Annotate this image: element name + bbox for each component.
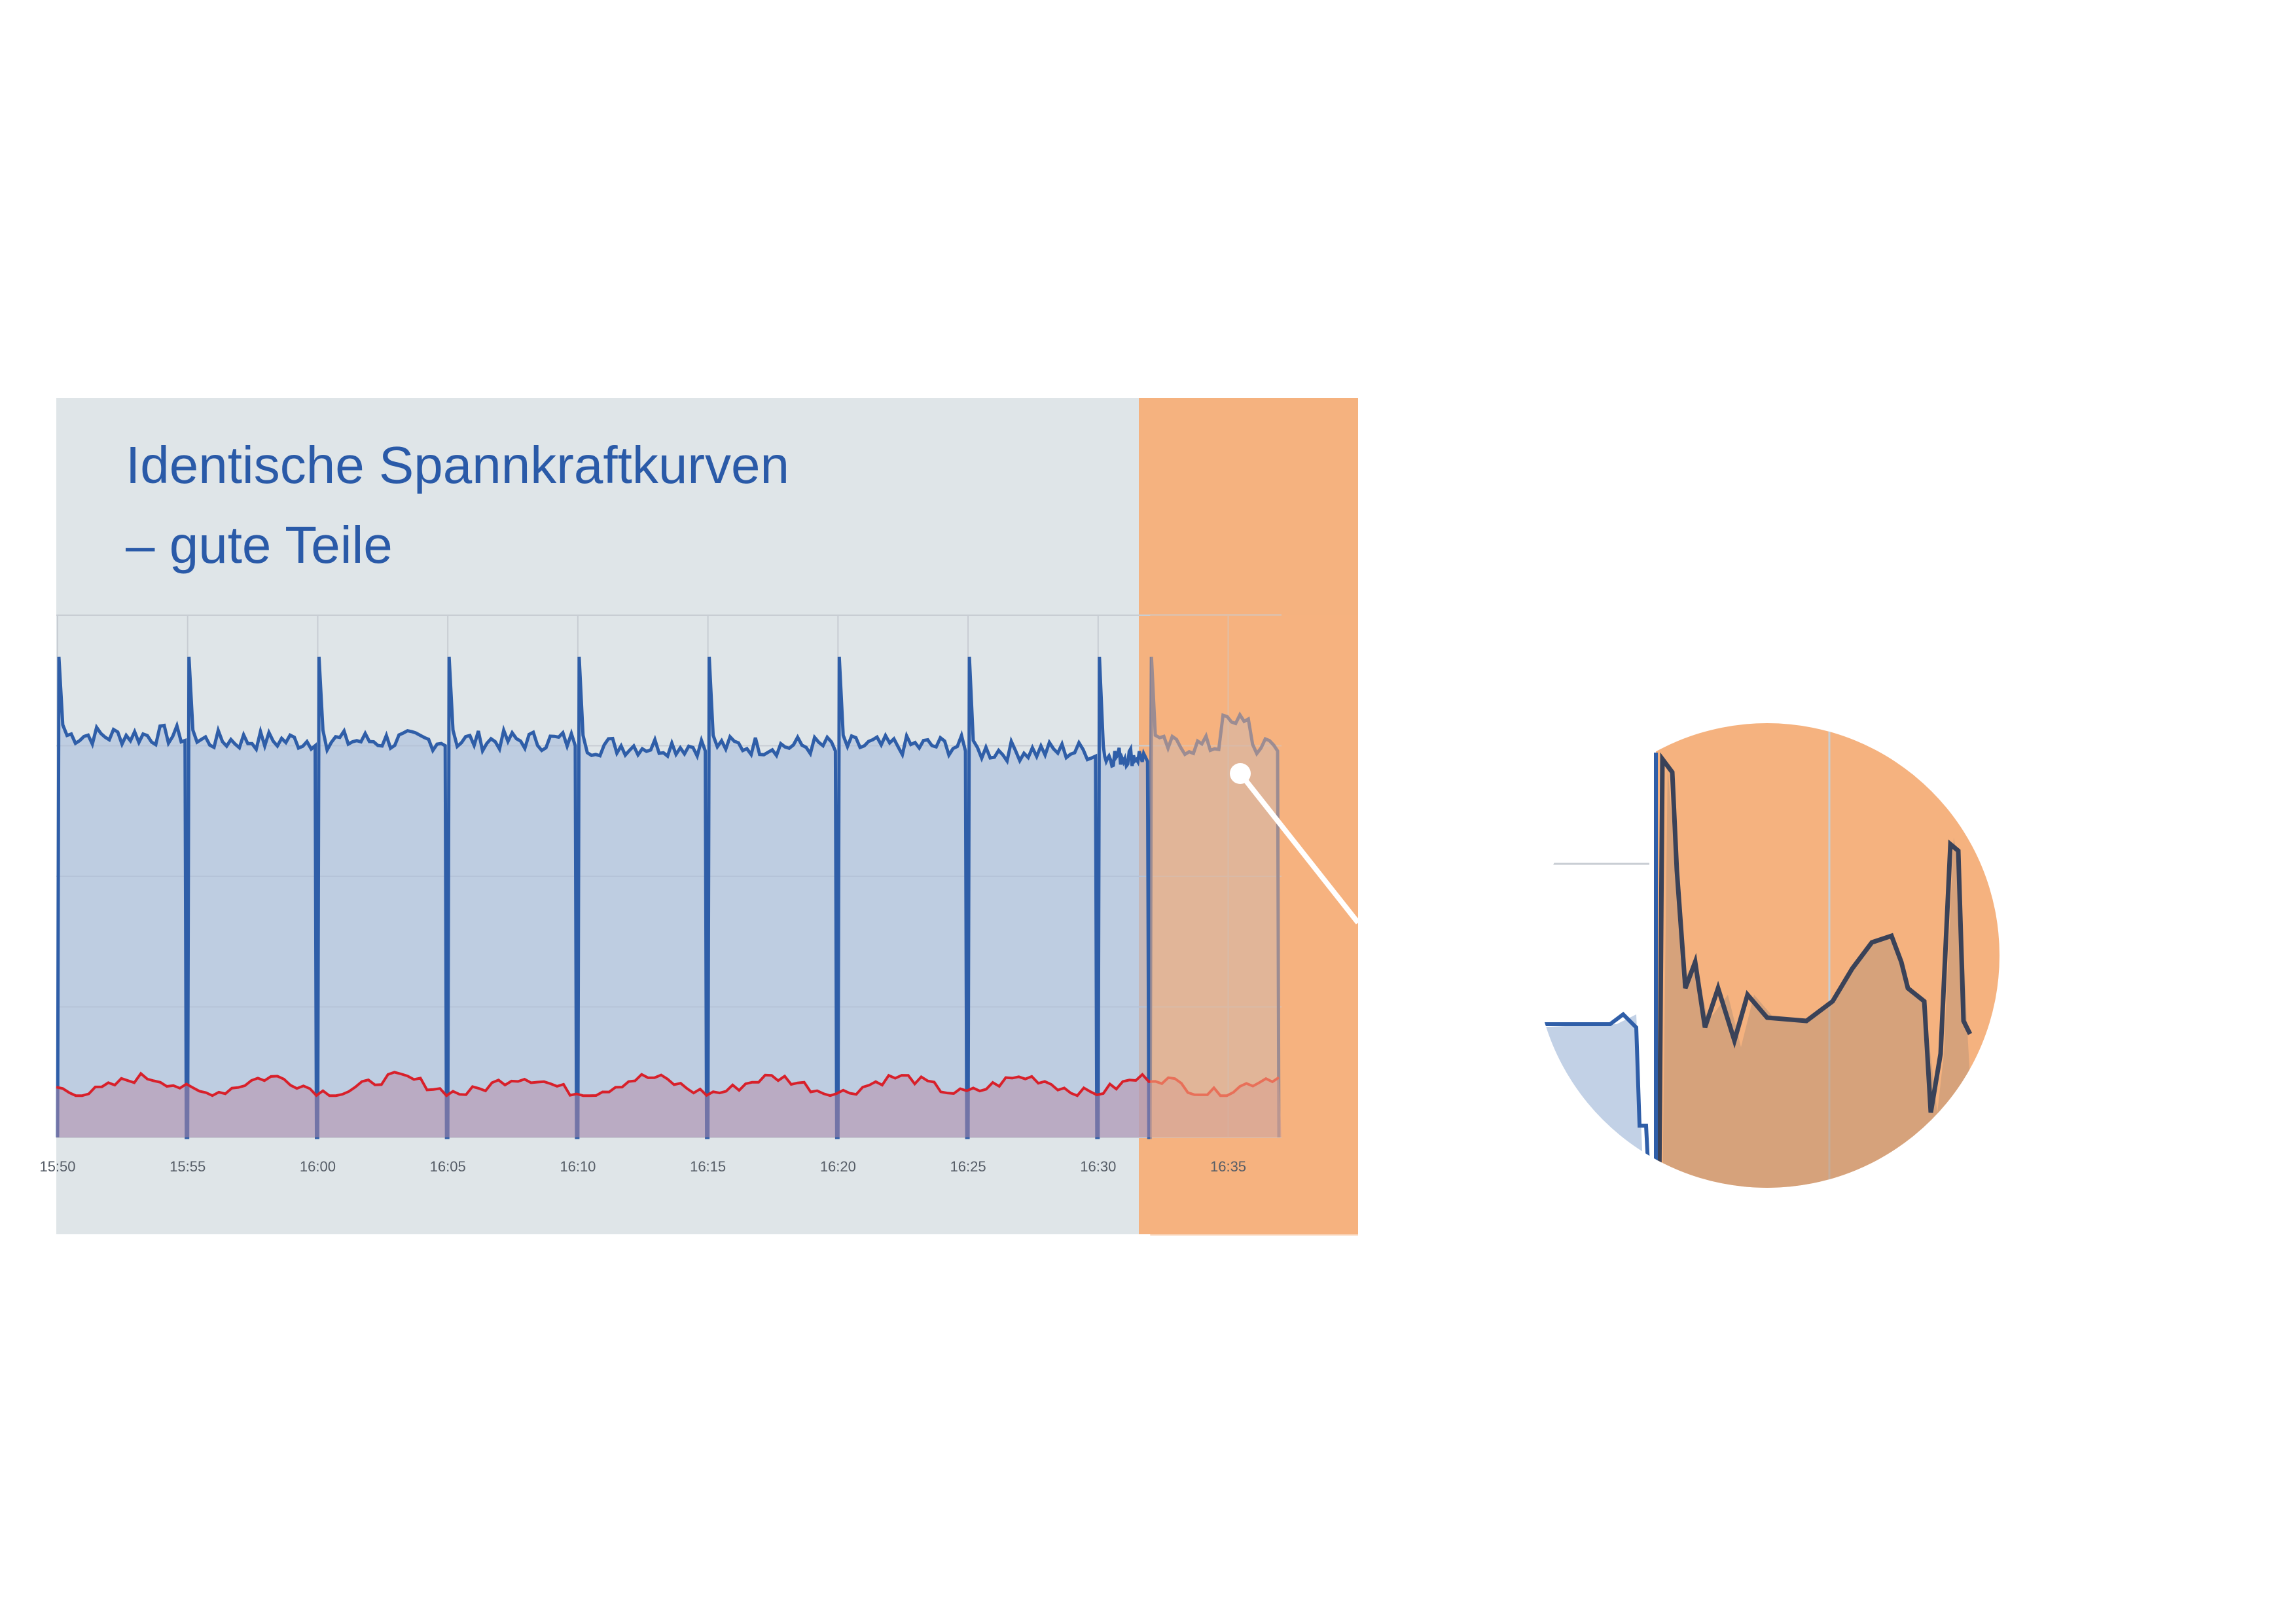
series-blue-area <box>56 656 1280 1137</box>
series-red-line <box>56 1071 1280 1097</box>
highlight-overlay <box>1150 615 1358 1236</box>
pointer-dot <box>1230 763 1251 784</box>
magnifier-blue-line <box>1535 1012 1651 1188</box>
chart-panel: Identische Spannkraftkurven – gute Teile… <box>39 398 1361 1236</box>
series-red-area <box>56 1072 1282 1137</box>
magnifier-dark-line <box>1657 752 1973 1188</box>
x-tick-label: 15:50 <box>39 1158 75 1175</box>
x-tick-label: 16:00 <box>300 1158 336 1175</box>
magnifier-pointer <box>1230 763 1361 925</box>
x-tick-label: 16:05 <box>430 1158 466 1175</box>
x-tick-label: 15:55 <box>170 1158 206 1175</box>
pointer-line <box>1238 772 1361 925</box>
chart-title-line2: – gute Teile <box>126 516 393 574</box>
x-tick-label: 16:25 <box>950 1158 986 1175</box>
magnifier-lens <box>1535 723 2000 1188</box>
x-tick-label: 16:30 <box>1080 1158 1116 1175</box>
chart-title-line1: Identische Spannkraftkurven <box>126 436 789 494</box>
x-tick-label: 16:20 <box>820 1158 856 1175</box>
x-tick-label: 16:35 <box>1210 1158 1246 1175</box>
x-tick-label: 16:10 <box>560 1158 596 1175</box>
x-axis-ticks: 15:50 15:55 16:00 16:05 16:10 16:15 16:20 16:25… <box>39 1158 1246 1175</box>
plot-area <box>56 615 1358 1236</box>
x-tick-label: 16:15 <box>690 1158 726 1175</box>
magnifier-dark-area <box>1662 766 1977 1188</box>
